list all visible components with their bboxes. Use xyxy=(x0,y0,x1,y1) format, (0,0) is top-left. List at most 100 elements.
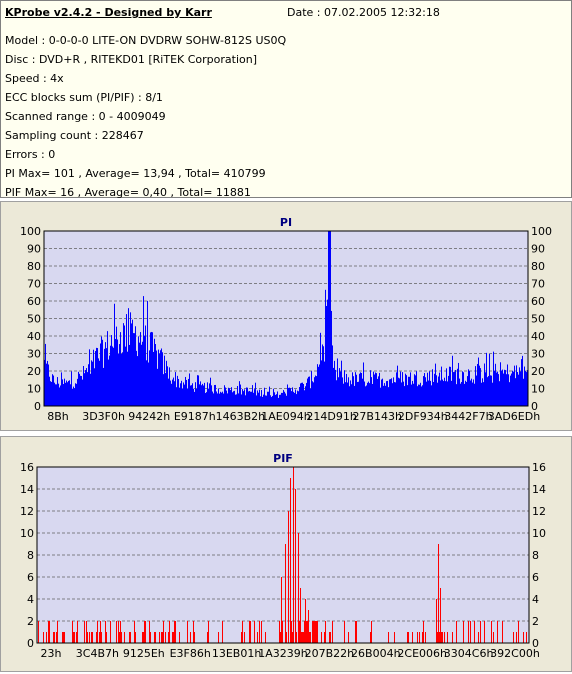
pi-bar xyxy=(104,348,105,406)
pi-bar xyxy=(301,382,302,406)
pi-bar xyxy=(238,393,239,406)
pi-bar xyxy=(297,390,298,406)
pif-bar xyxy=(317,621,318,643)
pi-bar xyxy=(102,339,103,406)
pif-bar xyxy=(285,544,286,643)
pi-bar xyxy=(193,388,194,406)
pi-bar xyxy=(116,326,117,406)
pi-bar xyxy=(196,388,197,406)
pi-ytick-right: 10 xyxy=(531,383,545,396)
pi-bar xyxy=(280,394,281,406)
pi-bar xyxy=(364,381,365,406)
pi-bar xyxy=(212,391,213,406)
pif-bar xyxy=(143,632,144,643)
pi-bar xyxy=(166,360,167,406)
pi-bar xyxy=(322,344,323,406)
pi-bar xyxy=(348,377,349,406)
pi-bar xyxy=(357,382,358,406)
pi-bar xyxy=(241,394,242,406)
pi-xtick: 8Bh xyxy=(47,410,69,423)
pif-bar xyxy=(149,621,150,643)
pi-bar xyxy=(438,376,439,406)
pif-ytick-left: 12 xyxy=(20,505,34,518)
pi-bar xyxy=(350,380,351,406)
pi-bar xyxy=(483,382,484,406)
pif-bar xyxy=(526,632,527,643)
pi-bar xyxy=(373,371,374,406)
pi-bar xyxy=(75,383,76,406)
pi-bar xyxy=(490,375,491,406)
pi-bar xyxy=(524,366,525,406)
pi-bar xyxy=(92,361,93,406)
pi-bar xyxy=(119,344,120,406)
pi-bar xyxy=(443,381,444,406)
pif-bar xyxy=(64,632,65,643)
pi-bar xyxy=(70,384,71,406)
pi-xtick: 214D91h xyxy=(306,410,356,423)
pi-bar xyxy=(425,377,426,406)
pif-bar xyxy=(96,632,97,643)
pi-bar xyxy=(374,374,375,406)
pi-bar xyxy=(337,358,338,406)
pi-bar xyxy=(194,391,195,406)
pi-bar xyxy=(378,376,379,406)
pi-ytick-right: 100 xyxy=(531,225,552,238)
pif-xtick: 23h xyxy=(41,647,62,660)
pi-bar xyxy=(158,349,159,406)
pi-bar xyxy=(497,371,498,406)
pi-bar xyxy=(454,371,455,406)
pif-bar xyxy=(84,621,85,643)
pi-bar xyxy=(305,386,306,406)
pi-bar xyxy=(253,392,254,406)
pi-bar xyxy=(146,360,147,406)
pi-bar xyxy=(227,393,228,406)
pi-ytick-left: 20 xyxy=(27,365,41,378)
pi-bar xyxy=(421,386,422,406)
pi-ytick-left: 70 xyxy=(27,278,41,291)
pi-bar xyxy=(269,386,270,406)
pi-bar xyxy=(354,385,355,406)
pi-bar xyxy=(272,395,273,406)
pi-bar xyxy=(191,385,192,406)
pi-bar xyxy=(308,376,309,406)
pi-bar xyxy=(446,368,447,406)
pi-bar xyxy=(487,377,488,406)
pi-bar xyxy=(117,339,118,406)
pi-bar xyxy=(257,390,258,406)
pi-bar xyxy=(334,360,335,406)
pi-bar xyxy=(232,392,233,406)
pi-bar xyxy=(440,380,441,406)
pif-bar xyxy=(250,621,251,643)
pif-bar xyxy=(261,621,262,643)
pi-bar xyxy=(506,374,507,406)
pi-bar xyxy=(261,390,262,406)
pi-bar xyxy=(189,373,190,406)
pi-bar xyxy=(53,375,54,406)
pif-chart: PIF 0 0 2 2 4 4 6 6 8 8 10 10 12 12 14 14 16 16 23h 3C4B7h 91… xyxy=(20,452,546,660)
pi-bar xyxy=(445,381,446,406)
pi-bar xyxy=(165,373,166,406)
pif-bar xyxy=(325,621,326,643)
pi-bar xyxy=(434,373,435,406)
pif-bar xyxy=(142,632,143,643)
pif-bar xyxy=(163,621,164,643)
pif-bar xyxy=(154,632,155,643)
pi-ytick-left: 50 xyxy=(27,313,41,326)
pi-bar xyxy=(130,312,131,406)
pi-bar xyxy=(352,372,353,406)
pi-bar xyxy=(251,391,252,406)
pi-bar xyxy=(125,346,126,406)
pi-bar xyxy=(514,365,515,406)
pi-bar xyxy=(464,383,465,406)
pi-bar xyxy=(340,371,341,406)
pi-bar xyxy=(409,376,410,406)
pi-bar xyxy=(287,384,288,406)
pi-bar xyxy=(316,376,317,406)
pi-bar xyxy=(98,358,99,406)
pi-bar xyxy=(205,393,206,406)
pi-bar xyxy=(503,373,504,406)
pif-bar xyxy=(298,533,299,643)
pi-bar xyxy=(208,388,209,406)
pi-bar xyxy=(243,391,244,406)
pi-bar xyxy=(112,346,113,406)
